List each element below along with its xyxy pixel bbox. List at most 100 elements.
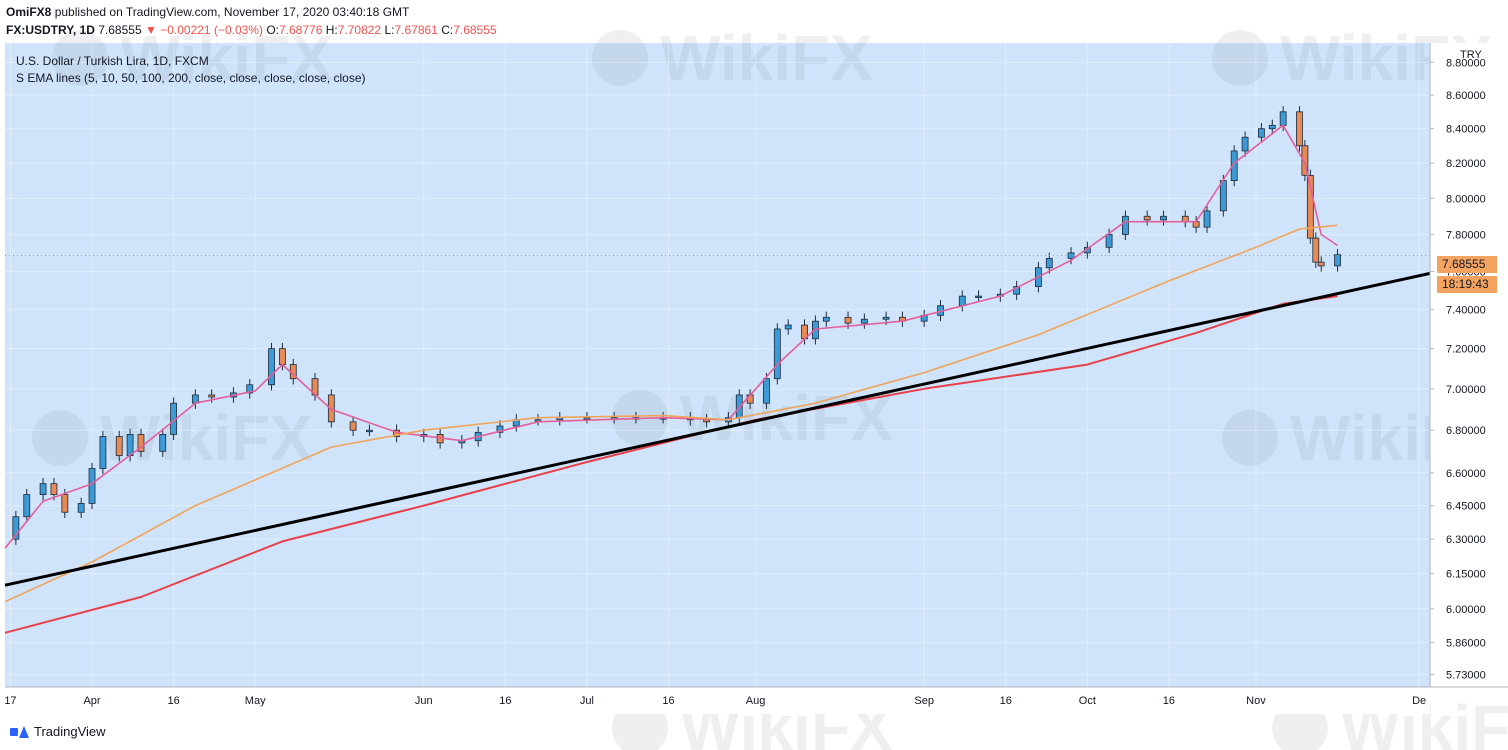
tradingview-logo-icon (10, 725, 29, 738)
high-value: 7.70822 (337, 23, 382, 37)
y-tick-label: 7.80000 (1446, 229, 1486, 241)
x-tick-label: De (1412, 695, 1426, 707)
watermark-logo-icon (1212, 30, 1268, 86)
candle-body (115, 436, 123, 457)
watermark-logo-icon (52, 30, 108, 86)
candle-body (1279, 111, 1287, 126)
y-tick-label: 7.40000 (1446, 305, 1486, 317)
x-tick-label: 17 (4, 695, 16, 707)
time-axis-bg (5, 687, 1430, 714)
candle-body (88, 468, 96, 504)
ema-mid-line (4, 224, 1338, 603)
candle-body (191, 394, 199, 404)
low-value: 7.67861 (394, 23, 438, 37)
candle-body (208, 394, 216, 398)
y-tick-label: 6.00000 (1446, 604, 1486, 616)
currency-label: TRY (1460, 49, 1482, 61)
x-tick-label: Sep (914, 695, 934, 707)
x-tick-label: 16 (1000, 695, 1012, 707)
open-label: O: (266, 23, 279, 37)
last-price-tag: 7.68555 (1437, 256, 1497, 273)
y-tick-label: 6.80000 (1446, 425, 1486, 437)
y-tick-label: 8.60000 (1446, 90, 1486, 102)
y-tick-label: 5.73000 (1446, 669, 1486, 681)
x-tick-label: May (245, 695, 266, 707)
candle-body (1257, 128, 1265, 138)
watermark: WikiFX (592, 22, 873, 94)
x-tick-label: Jun (415, 695, 433, 707)
candle-body (1241, 136, 1249, 152)
publisher-name[interactable]: OmiFX8 (6, 5, 52, 19)
watermark-logo-icon (1222, 410, 1278, 466)
candle-body (496, 425, 504, 433)
open-value: 7.68776 (278, 23, 323, 37)
quote-line: FX:USDTRY, 1D 7.68555 ▼ −0.00221 (−0.03%… (6, 23, 497, 37)
candle-body (77, 502, 85, 513)
candle-body (1192, 221, 1200, 228)
candle-body (50, 483, 58, 495)
watermark: WikiFX (52, 22, 333, 94)
y-tick-label: 7.00000 (1446, 384, 1486, 396)
x-tick-label: Nov (1246, 695, 1266, 707)
y-tick-label: 6.15000 (1446, 569, 1486, 581)
candle-body (784, 324, 792, 330)
candle-body (1181, 215, 1189, 223)
countdown-tag: 18:19:43 (1437, 276, 1497, 293)
candle-body (763, 378, 770, 404)
x-tick-label: Aug (746, 695, 766, 707)
x-tick-label: 16 (499, 695, 511, 707)
x-tick-label: 16 (167, 695, 179, 707)
y-tick-label: 5.86000 (1446, 637, 1486, 649)
footer-brand[interactable]: TradingView (10, 724, 106, 739)
candle-body (1312, 237, 1320, 263)
candle-body (1306, 174, 1314, 239)
watermark-logo-icon (32, 410, 88, 466)
grid (5, 43, 1430, 687)
candle-body (882, 316, 890, 320)
x-tick-label: 16 (662, 695, 674, 707)
time-axis[interactable]: 17 Apr 16 May Jun 16 Jul 16 Aug Sep 16 Oct 16 Nov De (4, 686, 1508, 714)
watermark-text: WikiFX (680, 382, 893, 454)
candle-body (61, 494, 69, 513)
y-tick-label: 8.40000 (1446, 124, 1486, 136)
watermark-text: WikiFX (100, 402, 313, 474)
y-tick-label: 8.80000 (1446, 57, 1486, 69)
candle-body (1160, 215, 1167, 221)
candle-body (278, 348, 286, 365)
candle-body (773, 328, 781, 380)
candle-body (126, 434, 134, 457)
watermark-text: WikiFX (120, 22, 333, 94)
candle-body (1219, 180, 1227, 212)
y-tick-label: 8.00000 (1446, 193, 1486, 205)
series-legend[interactable]: U.S. Dollar / Turkish Lira, 1D, FXCM (16, 54, 209, 68)
candle-body (1013, 286, 1021, 295)
indicator-legend[interactable]: S EMA lines (5, 10, 50, 100, 200, close,… (16, 71, 366, 85)
candle-body (23, 494, 31, 518)
x-tick-label: Jul (580, 695, 594, 707)
price-axis[interactable]: 8.80000 8.60000 8.40000 8.20000 8.00000 7.800… (1429, 43, 1508, 687)
candle-body (583, 417, 591, 420)
candle-body (822, 316, 830, 322)
publish-text: published on TradingView.com, November 1… (51, 5, 410, 19)
symbol-label[interactable]: FX:USDTRY, 1D (6, 23, 95, 37)
candle-body (844, 316, 852, 324)
candle-body (958, 295, 966, 307)
candle-body (1203, 210, 1211, 228)
candle-body (39, 483, 47, 495)
last-value: 7.68555 (98, 23, 142, 37)
x-tick-label: 16 (1163, 695, 1175, 707)
change-value: −0.00221 (−0.03%) (160, 23, 263, 37)
plot-area[interactable] (5, 43, 1430, 687)
candle-body (860, 318, 868, 324)
candle-body (1067, 252, 1075, 259)
y-tick-label: 7.20000 (1446, 344, 1486, 356)
x-tick-label: Apr (83, 695, 100, 707)
candle-body (1230, 150, 1238, 181)
candle-body (1334, 254, 1341, 267)
candle-body (1317, 261, 1325, 267)
y-tick-label: 6.45000 (1446, 501, 1486, 513)
candle-body (1143, 215, 1151, 221)
publish-info: OmiFX8 published on TradingView.com, Nov… (6, 5, 409, 19)
candle-body (1105, 234, 1113, 248)
